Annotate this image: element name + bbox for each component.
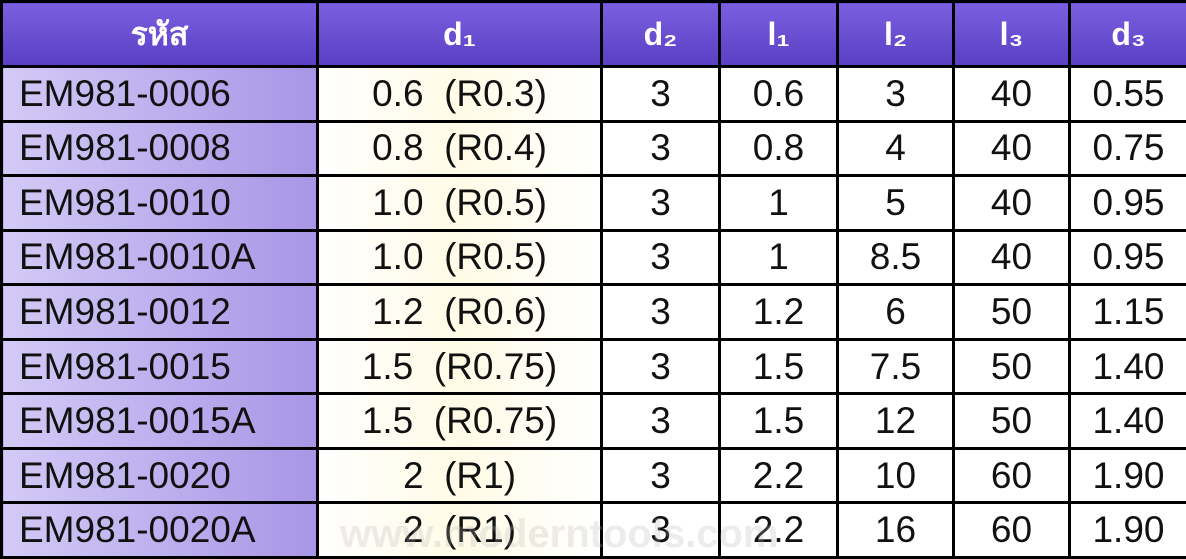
value-cell: 2.2 bbox=[718, 446, 839, 505]
code-cell: EM981-0015 bbox=[0, 337, 319, 396]
value-cell: 1.0 (R0.5) bbox=[316, 228, 603, 287]
table-row: EM981-0010 1.0 (R0.5) 3 1 5 40 0.95 bbox=[0, 174, 1186, 232]
value-cell: 1.40 bbox=[1068, 392, 1186, 450]
value-cell: 10 bbox=[836, 446, 955, 505]
value-cell: 1.2 bbox=[718, 283, 839, 341]
value-cell: 40 bbox=[952, 119, 1071, 178]
value-cell: 1.5 bbox=[718, 392, 839, 450]
value-cell: 6 bbox=[836, 283, 955, 341]
value-cell: 1 bbox=[718, 228, 839, 287]
code-cell: EM981-0012 bbox=[0, 283, 319, 341]
value-cell: 3 bbox=[600, 337, 721, 396]
value-cell: 3 bbox=[600, 446, 721, 505]
value-cell: 0.75 bbox=[1068, 119, 1186, 178]
value-cell: 1 bbox=[718, 174, 839, 232]
value-cell: 0.6 bbox=[718, 65, 839, 123]
value-cell: 2 (R1) bbox=[316, 446, 603, 505]
value-cell: 16 bbox=[836, 501, 955, 559]
value-cell: 60 bbox=[952, 446, 1071, 505]
value-cell: 2 (R1) bbox=[316, 501, 603, 559]
value-cell: 1.40 bbox=[1068, 337, 1186, 396]
value-cell: 3 bbox=[600, 65, 721, 123]
value-cell: 0.95 bbox=[1068, 174, 1186, 232]
value-cell: 50 bbox=[952, 392, 1071, 450]
table-row: EM981-0012 1.2 (R0.6) 3 1.2 6 50 1.15 bbox=[0, 283, 1186, 341]
value-cell: 7.5 bbox=[836, 337, 955, 396]
value-cell: 1.0 (R0.5) bbox=[316, 174, 603, 232]
code-cell: EM981-0006 bbox=[0, 65, 319, 123]
value-cell: 2.2 bbox=[718, 501, 839, 559]
value-cell: 1.90 bbox=[1068, 446, 1186, 505]
value-cell: 0.55 bbox=[1068, 65, 1186, 123]
code-cell: EM981-0010A bbox=[0, 228, 319, 287]
table-row: EM981-0015 1.5 (R0.75) 3 1.5 7.5 50 1.40 bbox=[0, 337, 1186, 396]
value-cell: 3 bbox=[600, 174, 721, 232]
value-cell: 1.5 (R0.75) bbox=[316, 392, 603, 450]
value-cell: 0.8 (R0.4) bbox=[316, 119, 603, 178]
header-cell: l₃ bbox=[952, 0, 1071, 68]
value-cell: 1.5 (R0.75) bbox=[316, 337, 603, 396]
table-row: EM981-0020A 2 (R1) 3 2.2 16 60 1.90 bbox=[0, 501, 1186, 559]
value-cell: 8.5 bbox=[836, 228, 955, 287]
header-cell: d₁ bbox=[316, 0, 603, 68]
header-cell: d₃ bbox=[1068, 0, 1186, 68]
value-cell: 0.6 (R0.3) bbox=[316, 65, 603, 123]
value-cell: 1.15 bbox=[1068, 283, 1186, 341]
table-row: EM981-0015A 1.5 (R0.75) 3 1.5 12 50 1.40 bbox=[0, 392, 1186, 450]
header-cell: d₂ bbox=[600, 0, 721, 68]
value-cell: 12 bbox=[836, 392, 955, 450]
table-row: EM981-0020 2 (R1) 3 2.2 10 60 1.90 bbox=[0, 446, 1186, 505]
value-cell: 5 bbox=[836, 174, 955, 232]
code-cell: EM981-0020 bbox=[0, 446, 319, 505]
header-cell: รหัส bbox=[0, 0, 319, 68]
code-cell: EM981-0008 bbox=[0, 119, 319, 178]
value-cell: 40 bbox=[952, 228, 1071, 287]
table-row: EM981-0006 0.6 (R0.3) 3 0.6 3 40 0.55 bbox=[0, 65, 1186, 123]
value-cell: 50 bbox=[952, 283, 1071, 341]
value-cell: 0.8 bbox=[718, 119, 839, 178]
header-cell: l₂ bbox=[836, 0, 955, 68]
value-cell: 0.95 bbox=[1068, 228, 1186, 287]
value-cell: 1.5 bbox=[718, 337, 839, 396]
value-cell: 1.2 (R0.6) bbox=[316, 283, 603, 341]
table-row: EM981-0010A 1.0 (R0.5) 3 1 8.5 40 0.95 bbox=[0, 228, 1186, 287]
value-cell: 3 bbox=[600, 501, 721, 559]
code-cell: EM981-0020A bbox=[0, 501, 319, 559]
value-cell: 3 bbox=[600, 283, 721, 341]
code-cell: EM981-0015A bbox=[0, 392, 319, 450]
value-cell: 3 bbox=[600, 119, 721, 178]
value-cell: 40 bbox=[952, 65, 1071, 123]
value-cell: 3 bbox=[600, 228, 721, 287]
value-cell: 3 bbox=[836, 65, 955, 123]
value-cell: 3 bbox=[600, 392, 721, 450]
header-cell: l₁ bbox=[718, 0, 839, 68]
code-cell: EM981-0010 bbox=[0, 174, 319, 232]
table-row: EM981-0008 0.8 (R0.4) 3 0.8 4 40 0.75 bbox=[0, 119, 1186, 178]
header-row: รหัส d₁ d₂ l₁ l₂ l₃ d₃ bbox=[0, 0, 1186, 68]
table-body: EM981-0006 0.6 (R0.3) 3 0.6 3 40 0.55 EM981-000… bbox=[0, 65, 1186, 559]
value-cell: 1.90 bbox=[1068, 501, 1186, 559]
value-cell: 60 bbox=[952, 501, 1071, 559]
value-cell: 40 bbox=[952, 174, 1071, 232]
value-cell: 50 bbox=[952, 337, 1071, 396]
value-cell: 4 bbox=[836, 119, 955, 178]
